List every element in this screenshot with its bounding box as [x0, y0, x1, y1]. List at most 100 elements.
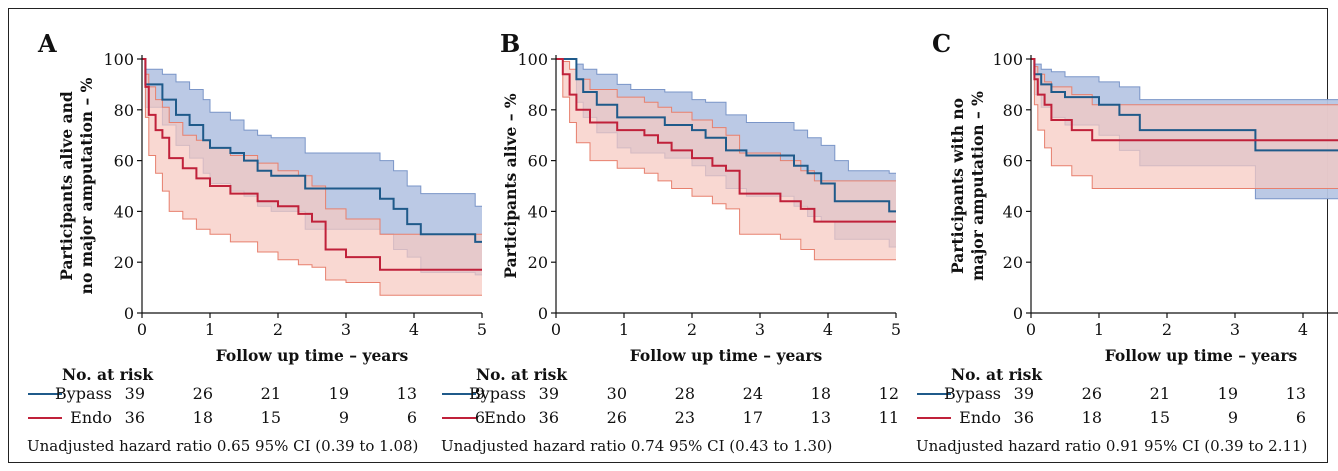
- ci-upper-bypass: [1031, 58, 1338, 101]
- at-risk-count: 21: [261, 384, 281, 403]
- at-risk-count: 6: [475, 408, 485, 427]
- survival-line-endo: [1031, 58, 1338, 142]
- at-risk-count: 39: [1014, 384, 1034, 403]
- x-tick-label: 4: [409, 320, 419, 339]
- ci-lower-endo: [556, 58, 896, 261]
- hazard-ratio-text: Unadjusted hazard ratio 0.91 95% CI (0.3…: [916, 437, 1307, 455]
- y-tick-label: 100: [992, 50, 1023, 69]
- at-risk-count: 23: [675, 408, 695, 427]
- at-risk-count: 19: [329, 384, 349, 403]
- panel-letter: A: [37, 29, 57, 58]
- ci-band-endo: [1031, 59, 1338, 189]
- figure-frame: [8, 8, 1328, 463]
- y-axis-label-line: Participants alive and: [57, 91, 76, 281]
- x-tick-label: 1: [205, 320, 215, 339]
- x-tick-label: 3: [341, 320, 351, 339]
- y-tick-label: 60: [114, 152, 134, 171]
- at-risk-count: 18: [811, 384, 831, 403]
- ci-upper-bypass: [142, 58, 482, 207]
- survival-line-bypass: [142, 58, 482, 243]
- panel-letter: B: [500, 29, 520, 58]
- y-tick-label: 40: [528, 202, 548, 221]
- y-axis-label-line: Participants alive – %: [501, 93, 520, 278]
- ci-lower-endo: [1031, 58, 1338, 189]
- ci-band-bypass: [142, 59, 482, 275]
- at-risk-count: 17: [743, 408, 763, 427]
- x-tick-label: 2: [687, 320, 697, 339]
- panel-c: C Participants with nomajor amputation – …: [916, 29, 1338, 455]
- at-risk-count: 13: [811, 408, 831, 427]
- y-axis-label: Participants alive andno major amputatio…: [57, 77, 96, 294]
- at-risk-count: 36: [125, 408, 145, 427]
- y-tick-label: 20: [528, 253, 548, 272]
- hazard-ratio-text: Unadjusted hazard ratio 0.74 95% CI (0.4…: [441, 437, 832, 455]
- y-tick-label: 100: [517, 50, 548, 69]
- y-tick-label: 20: [1003, 253, 1023, 272]
- y-axis-label: Participants with nomajor amputation – %: [948, 91, 987, 281]
- at-risk-count: 30: [607, 384, 627, 403]
- ci-upper-endo: [1031, 58, 1338, 106]
- at-risk-count: 6: [1296, 408, 1306, 427]
- at-risk-count: 9: [1228, 408, 1238, 427]
- y-tick-label: 60: [1003, 152, 1023, 171]
- y-tick-label: 0: [538, 304, 548, 323]
- x-tick-label: 5: [477, 320, 487, 339]
- y-tick-label: 40: [1003, 202, 1023, 221]
- at-risk-count: 24: [743, 384, 763, 403]
- at-risk-header: No. at risk: [951, 365, 1042, 384]
- at-risk-count: 12: [879, 384, 899, 403]
- at-risk-count: 39: [125, 384, 145, 403]
- at-risk-count: 21: [1150, 384, 1170, 403]
- hazard-ratio-text: Unadjusted hazard ratio 0.65 95% CI (0.3…: [27, 437, 418, 455]
- x-tick-label: 0: [551, 320, 561, 339]
- at-risk-count: 19: [1218, 384, 1238, 403]
- at-risk-header: No. at risk: [476, 365, 567, 384]
- y-tick-label: 80: [1003, 101, 1023, 120]
- x-tick-label: 3: [755, 320, 765, 339]
- ci-upper-bypass: [556, 58, 896, 174]
- x-tick-label: 3: [1230, 320, 1240, 339]
- survival-line-bypass: [1031, 58, 1338, 152]
- at-risk-count: 26: [193, 384, 213, 403]
- at-risk-count: 9: [475, 384, 485, 403]
- x-tick-label: 4: [1298, 320, 1308, 339]
- x-tick-label: 5: [891, 320, 901, 339]
- at-risk-count: 26: [1082, 384, 1102, 403]
- y-axis-label: Participants alive – %: [501, 93, 520, 278]
- x-tick-label: 1: [619, 320, 629, 339]
- panel-letter: C: [932, 29, 951, 58]
- y-tick-label: 0: [1013, 304, 1023, 323]
- ci-lower-endo: [142, 58, 482, 296]
- y-tick-label: 80: [528, 101, 548, 120]
- survival-line-endo: [142, 58, 482, 271]
- y-axis-label-line: no major amputation – %: [77, 77, 96, 294]
- at-risk-count: 13: [397, 384, 417, 403]
- y-tick-label: 20: [114, 253, 134, 272]
- at-risk-count: 36: [539, 408, 559, 427]
- y-tick-label: 60: [528, 152, 548, 171]
- survival-line-endo: [556, 58, 896, 223]
- at-risk-row-label: Bypass: [469, 384, 526, 403]
- at-risk-count: 26: [607, 408, 627, 427]
- at-risk-count: 18: [193, 408, 213, 427]
- y-tick-label: 100: [103, 50, 134, 69]
- at-risk-row-label: Endo: [484, 408, 526, 427]
- x-axis-label: Follow up time – years: [1105, 346, 1298, 365]
- at-risk-header: No. at risk: [62, 365, 153, 384]
- x-tick-label: 1: [1094, 320, 1104, 339]
- survival-line-bypass: [556, 58, 896, 213]
- at-risk-count: 36: [1014, 408, 1034, 427]
- y-tick-label: 0: [124, 304, 134, 323]
- at-risk-count: 13: [1286, 384, 1306, 403]
- x-tick-label: 0: [137, 320, 147, 339]
- at-risk-count: 6: [407, 408, 417, 427]
- y-tick-label: 40: [114, 202, 134, 221]
- y-axis-label-line: major amputation – %: [968, 91, 987, 281]
- at-risk-row-label: Endo: [70, 408, 112, 427]
- at-risk-row-label: Bypass: [55, 384, 112, 403]
- at-risk-count: 15: [261, 408, 281, 427]
- at-risk-count: 28: [675, 384, 695, 403]
